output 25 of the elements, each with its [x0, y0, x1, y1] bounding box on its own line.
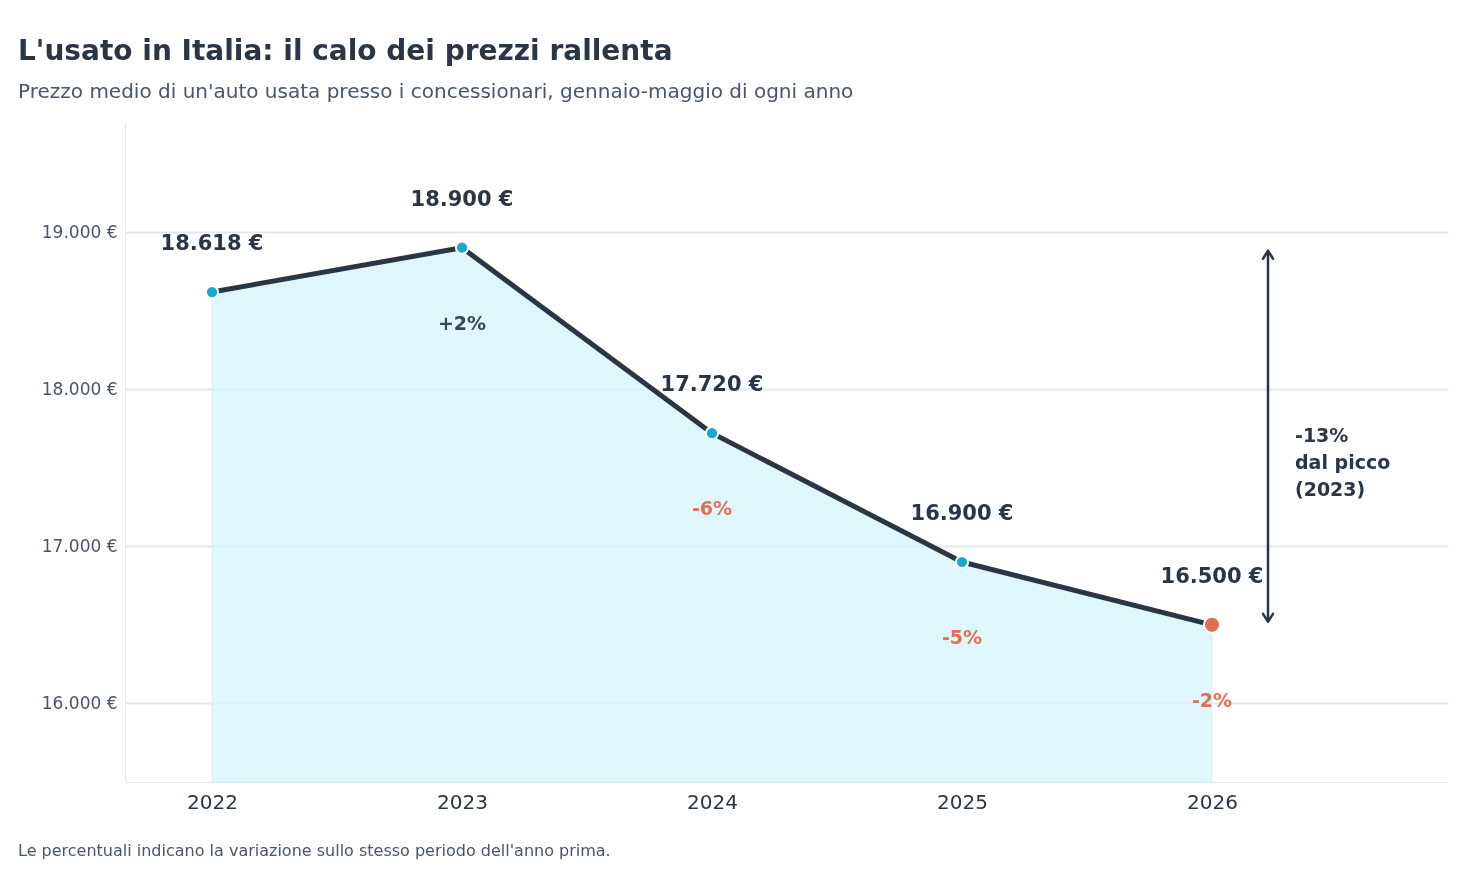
x-tick-label: 2022 [187, 789, 238, 814]
annotation: -13% dal picco (2023) [1295, 424, 1391, 501]
annotation: +2% [437, 311, 487, 334]
text: 18.900 € [410, 186, 514, 211]
text: 17.720 € [660, 372, 764, 397]
text: 18.618 € [160, 231, 264, 256]
y-tick-label: 19.000 € [41, 221, 118, 242]
x-tick-label: 2023 [437, 789, 488, 814]
x-tick-label: 2025 [937, 789, 988, 814]
text: Le percentuali indicano la variazione sullo stesso periodo dell'anno prima. [18, 841, 611, 860]
text: 16.500 € [1160, 563, 1264, 588]
chart-subtitle: Prezzo medio di un'auto usata presso i concessionari, gennaio-maggio di ogni anno [18, 79, 854, 103]
chart-title: L'usato in Italia: il calo dei prezzi rallenta [18, 34, 673, 67]
y-tick-label: 16.000 € [41, 692, 118, 713]
point [954, 554, 970, 570]
point [454, 240, 470, 255]
y-tick-label: 18.000 € [41, 378, 118, 399]
annotation: -2% [1191, 688, 1233, 711]
text: 16.900 € [910, 501, 1014, 525]
x-tick-label: 2024 [687, 789, 738, 814]
annotation: -6% [691, 497, 733, 520]
x-tick-label: 2026 [1187, 789, 1238, 814]
y-tick-label: 17.000 € [41, 535, 118, 556]
point [704, 426, 720, 441]
annotation: -5% [941, 626, 983, 648]
